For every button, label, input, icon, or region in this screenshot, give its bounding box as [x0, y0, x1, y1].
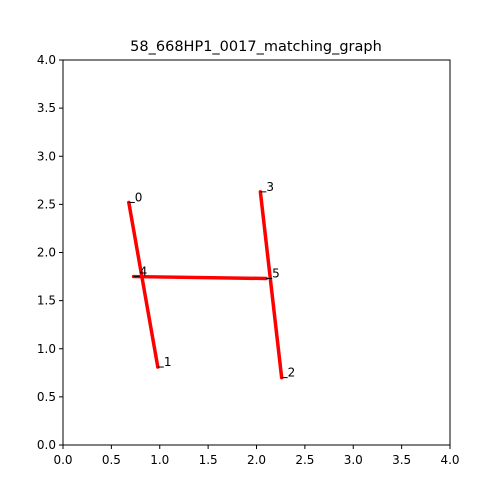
x-tick-label: 2.0: [247, 453, 266, 467]
y-tick-label: 3.5: [37, 101, 56, 115]
x-tick-label: 1.0: [150, 453, 169, 467]
plot-area: [62, 59, 451, 446]
y-tick-label: 0.5: [37, 390, 56, 404]
x-axis: 0.0 0.5 1.0 1.5 2.0 2.5 3.0 3.5 4.0: [53, 445, 460, 467]
x-tick-label: 3.5: [392, 453, 411, 467]
x-tick-label: 1.5: [199, 453, 218, 467]
x-tick-label: 0.5: [102, 453, 121, 467]
y-tick-label: 2.0: [37, 246, 56, 260]
chart-title: 58_668HP1_0017_matching_graph: [130, 39, 382, 55]
node-label: 4: [140, 265, 148, 279]
node-label: 0: [135, 190, 143, 204]
x-tick-label: 0.0: [53, 453, 72, 467]
y-tick-label: 1.0: [37, 342, 56, 356]
node-label: 2: [288, 366, 296, 380]
y-tick-label: 4.0: [37, 53, 56, 67]
graph-edge: [258, 190, 284, 380]
graph-nodes: 0 1 2 3 4 5: [128, 180, 296, 380]
x-tick-label: 2.5: [295, 453, 314, 467]
x-tick-label: 4.0: [440, 453, 459, 467]
node-label: 5: [272, 266, 280, 280]
y-tick-label: 2.5: [37, 197, 56, 211]
y-tick-label: 3.0: [37, 149, 56, 163]
node-label: 3: [266, 180, 274, 194]
node-label: 1: [164, 355, 172, 369]
graph-edges: [127, 190, 284, 380]
y-axis: 0.0 0.5 1.0 1.5 2.0 2.5 3.0 3.5 4.0: [37, 53, 63, 452]
y-tick-label: 0.0: [37, 438, 56, 452]
graph-edge: [131, 274, 268, 281]
y-tick-label: 1.5: [37, 294, 56, 308]
x-tick-label: 3.0: [344, 453, 363, 467]
graph-edge: [127, 200, 160, 369]
